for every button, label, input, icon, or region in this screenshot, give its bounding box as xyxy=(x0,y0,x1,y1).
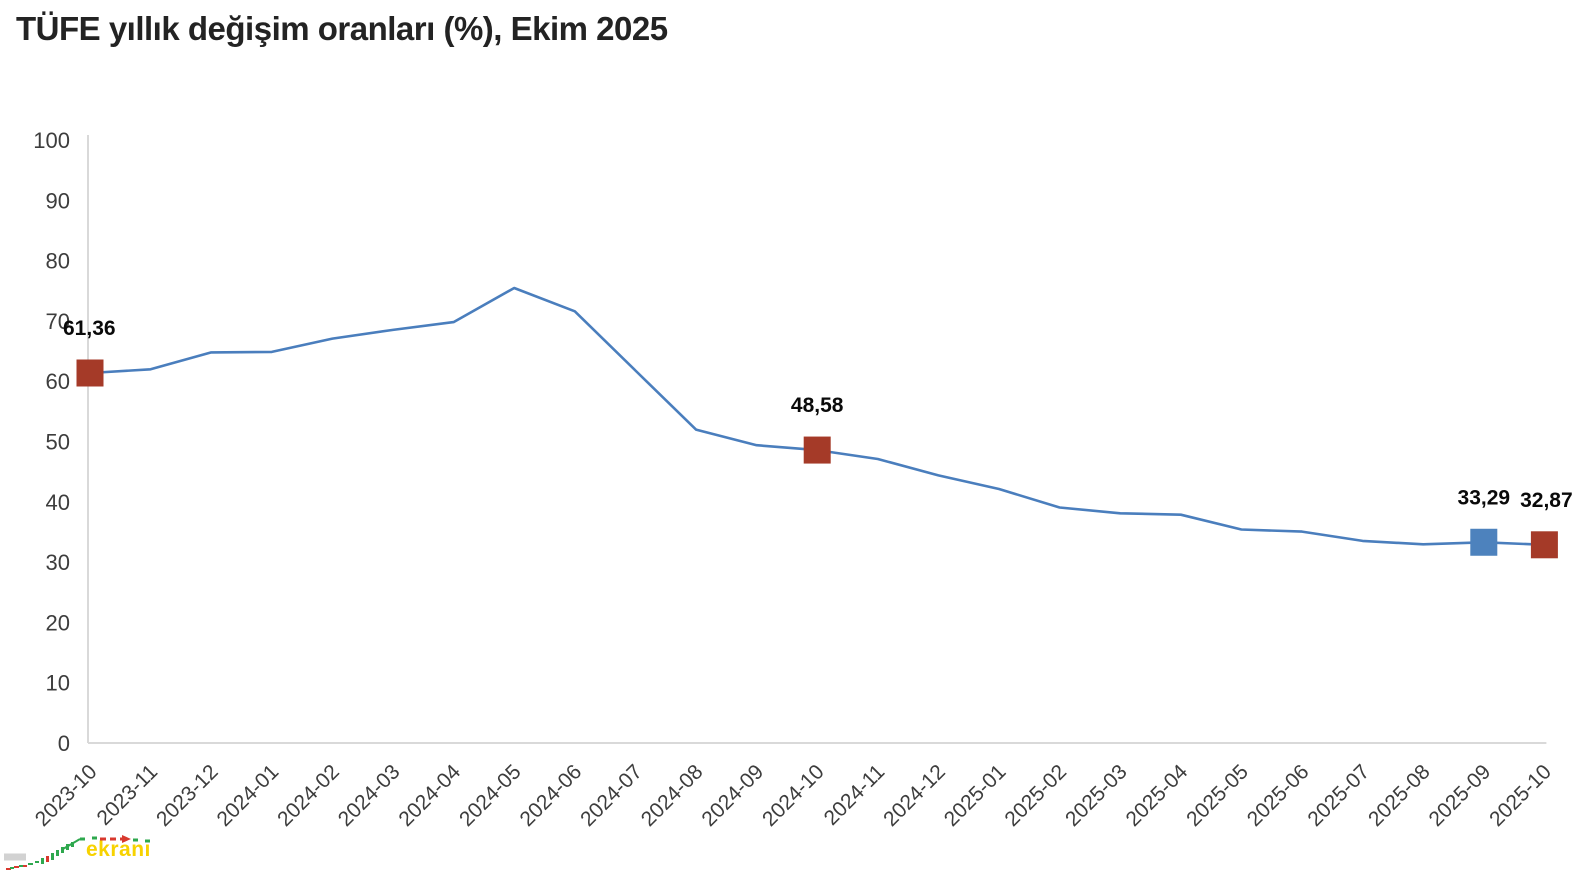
x-axis-tick-label: 2025-07 xyxy=(1303,760,1374,831)
data-point-marker xyxy=(1470,528,1498,556)
x-axis-tick-label: 2024-12 xyxy=(879,760,950,831)
x-axis-tick-label: 2024-08 xyxy=(637,760,708,831)
x-axis-tick-label: 2024-07 xyxy=(576,760,647,831)
data-point-value-label: 48,58 xyxy=(791,394,844,417)
x-axis-tick-label: 2024-06 xyxy=(516,760,587,831)
x-axis-tick-label: 2025-06 xyxy=(1243,760,1314,831)
data-point-marker xyxy=(1530,531,1558,559)
x-axis-tick-label: 2024-09 xyxy=(697,760,768,831)
y-axis-tick-label: 100 xyxy=(33,128,70,153)
x-axis-tick-label: 2024-10 xyxy=(758,760,829,831)
x-axis-tick-label: 2025-03 xyxy=(1061,760,1132,831)
x-axis-tick-label: 2024-01 xyxy=(213,760,284,831)
y-axis-tick-label: 10 xyxy=(46,671,70,696)
data-point-marker xyxy=(76,359,104,387)
y-axis-tick-label: 30 xyxy=(46,550,70,575)
x-axis-tick-label: 2024-05 xyxy=(455,760,526,831)
data-point-value-label: 32,87 xyxy=(1520,489,1573,512)
data-point-value-label: 33,29 xyxy=(1458,486,1511,509)
x-axis-tick-label: 2024-03 xyxy=(334,760,405,831)
x-axis-tick-label: 2023-12 xyxy=(152,760,223,831)
y-axis-tick-label: 70 xyxy=(46,309,70,334)
data-point-value-label: 61,36 xyxy=(63,317,116,340)
data-point-marker xyxy=(803,436,831,464)
x-axis-tick-label: 2024-04 xyxy=(394,760,465,831)
y-axis-tick-label: 0 xyxy=(58,731,70,756)
y-axis-tick-label: 50 xyxy=(46,430,70,455)
x-axis-tick-label: 2024-02 xyxy=(273,760,344,831)
chart-title: TÜFE yıllık değişim oranları (%), Ekim 2… xyxy=(16,10,668,47)
y-axis-tick-label: 20 xyxy=(46,610,70,635)
y-axis-tick-label: 80 xyxy=(46,249,70,274)
x-axis-tick-label: 2023-11 xyxy=(92,760,162,830)
x-axis-tick-label: 2025-09 xyxy=(1425,760,1496,831)
x-axis-tick-label: 2025-10 xyxy=(1485,760,1556,831)
x-axis-tick-label: 2023-10 xyxy=(31,760,102,831)
x-axis-tick-label: 2025-08 xyxy=(1364,760,1435,831)
x-axis-tick-label: 2025-05 xyxy=(1182,760,1253,831)
y-axis-tick-label: 60 xyxy=(46,369,70,394)
y-axis-tick-label: 40 xyxy=(46,490,70,515)
y-axis-tick-label: 90 xyxy=(46,188,70,213)
x-axis-tick-label: 2024-11 xyxy=(820,760,890,830)
x-axis-tick-label: 2025-02 xyxy=(1000,760,1071,831)
x-axis-tick-label: 2025-01 xyxy=(940,760,1011,831)
x-axis-tick-label: 2025-04 xyxy=(1122,760,1193,831)
